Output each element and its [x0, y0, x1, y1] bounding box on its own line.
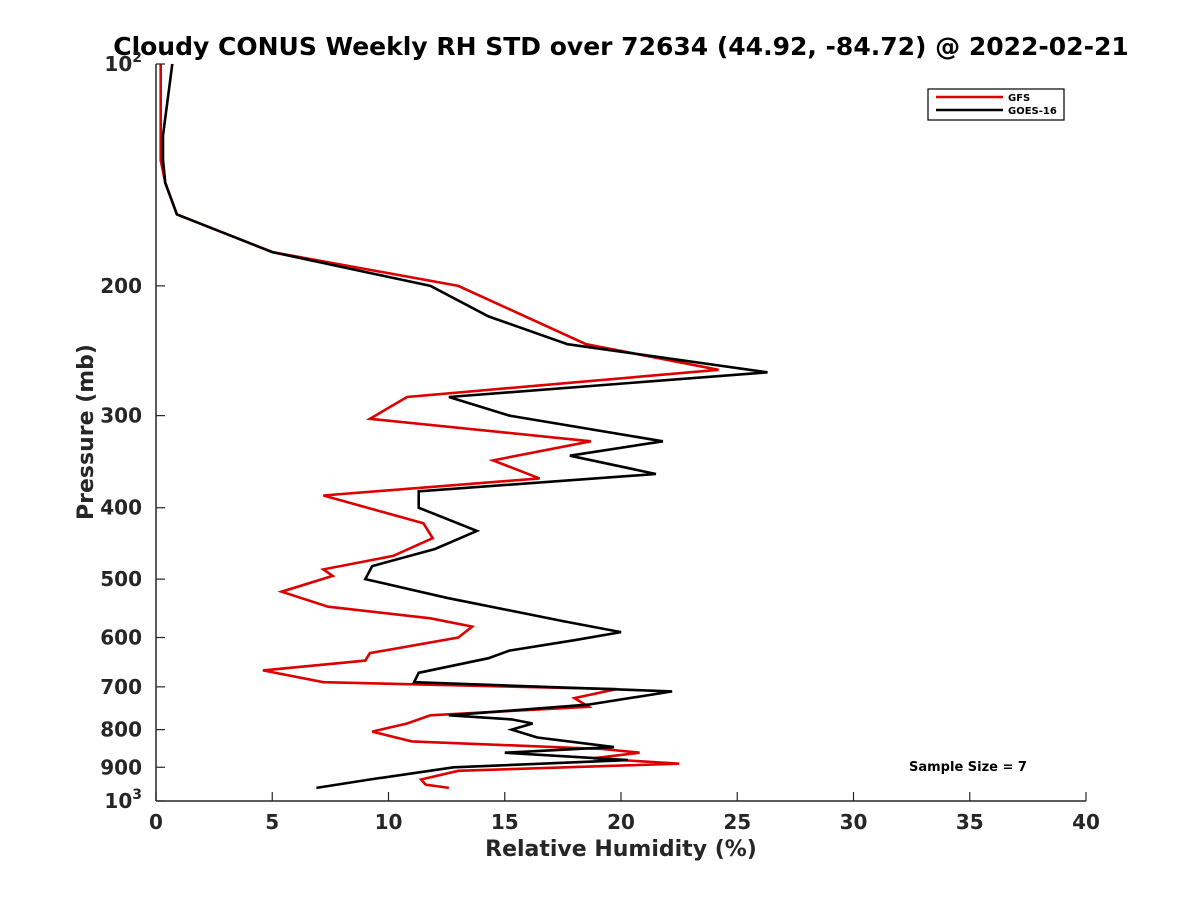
y-tick-label: 200	[100, 274, 142, 298]
y-tick-label: 400	[100, 496, 142, 520]
legend: GFS GOES-16	[928, 89, 1064, 120]
y-tick-label: 900	[100, 755, 142, 779]
y-tick-label: 800	[100, 718, 142, 742]
x-tick-label: 5	[265, 810, 279, 834]
sample-size-annotation: Sample Size = 7	[909, 760, 1027, 775]
y-tick-label: 300	[100, 404, 142, 428]
legend-label-gfs: GFS	[1008, 93, 1030, 104]
y-tick-label: 500	[100, 567, 142, 591]
x-tick-label: 35	[956, 810, 984, 834]
x-axis-label: Relative Humidity (%)	[485, 837, 757, 862]
x-tick-label: 30	[840, 810, 868, 834]
chart-title: Cloudy CONUS Weekly RH STD over 72634 (4…	[113, 32, 1129, 61]
x-tick-label: 10	[375, 810, 403, 834]
x-tick-label: 15	[491, 810, 519, 834]
x-tick-label: 20	[607, 810, 635, 834]
x-tick-label: 0	[149, 810, 163, 834]
y-tick-label: 700	[100, 675, 142, 699]
rh-std-profile-chart: Cloudy CONUS Weekly RH STD over 72634 (4…	[0, 0, 1200, 900]
x-tick-label: 25	[723, 810, 751, 834]
y-axis-label: Pressure (mb)	[74, 344, 99, 520]
y-tick-label: 600	[100, 625, 142, 649]
legend-label-goes16: GOES-16	[1008, 106, 1057, 117]
x-tick-label: 40	[1072, 810, 1100, 834]
